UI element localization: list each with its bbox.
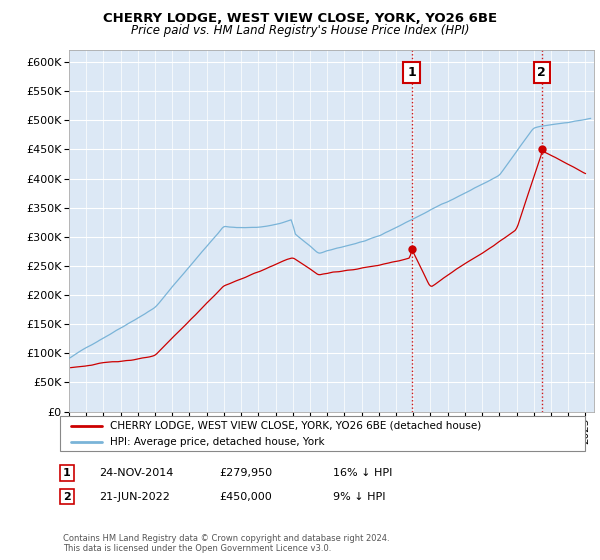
Text: 16% ↓ HPI: 16% ↓ HPI <box>333 468 392 478</box>
Text: £279,950: £279,950 <box>219 468 272 478</box>
Text: HPI: Average price, detached house, York: HPI: Average price, detached house, York <box>110 437 325 447</box>
Text: CHERRY LODGE, WEST VIEW CLOSE, YORK, YO26 6BE (detached house): CHERRY LODGE, WEST VIEW CLOSE, YORK, YO2… <box>110 421 481 431</box>
Text: Contains HM Land Registry data © Crown copyright and database right 2024.
This d: Contains HM Land Registry data © Crown c… <box>63 534 389 553</box>
Text: 1: 1 <box>407 66 416 79</box>
Text: CHERRY LODGE, WEST VIEW CLOSE, YORK, YO26 6BE: CHERRY LODGE, WEST VIEW CLOSE, YORK, YO2… <box>103 12 497 25</box>
Text: 9% ↓ HPI: 9% ↓ HPI <box>333 492 386 502</box>
Text: £450,000: £450,000 <box>219 492 272 502</box>
Text: Price paid vs. HM Land Registry's House Price Index (HPI): Price paid vs. HM Land Registry's House … <box>131 24 469 36</box>
Text: 24-NOV-2014: 24-NOV-2014 <box>99 468 173 478</box>
Text: 21-JUN-2022: 21-JUN-2022 <box>99 492 170 502</box>
Text: 2: 2 <box>63 492 71 502</box>
Text: 1: 1 <box>63 468 71 478</box>
Text: 2: 2 <box>538 66 546 79</box>
